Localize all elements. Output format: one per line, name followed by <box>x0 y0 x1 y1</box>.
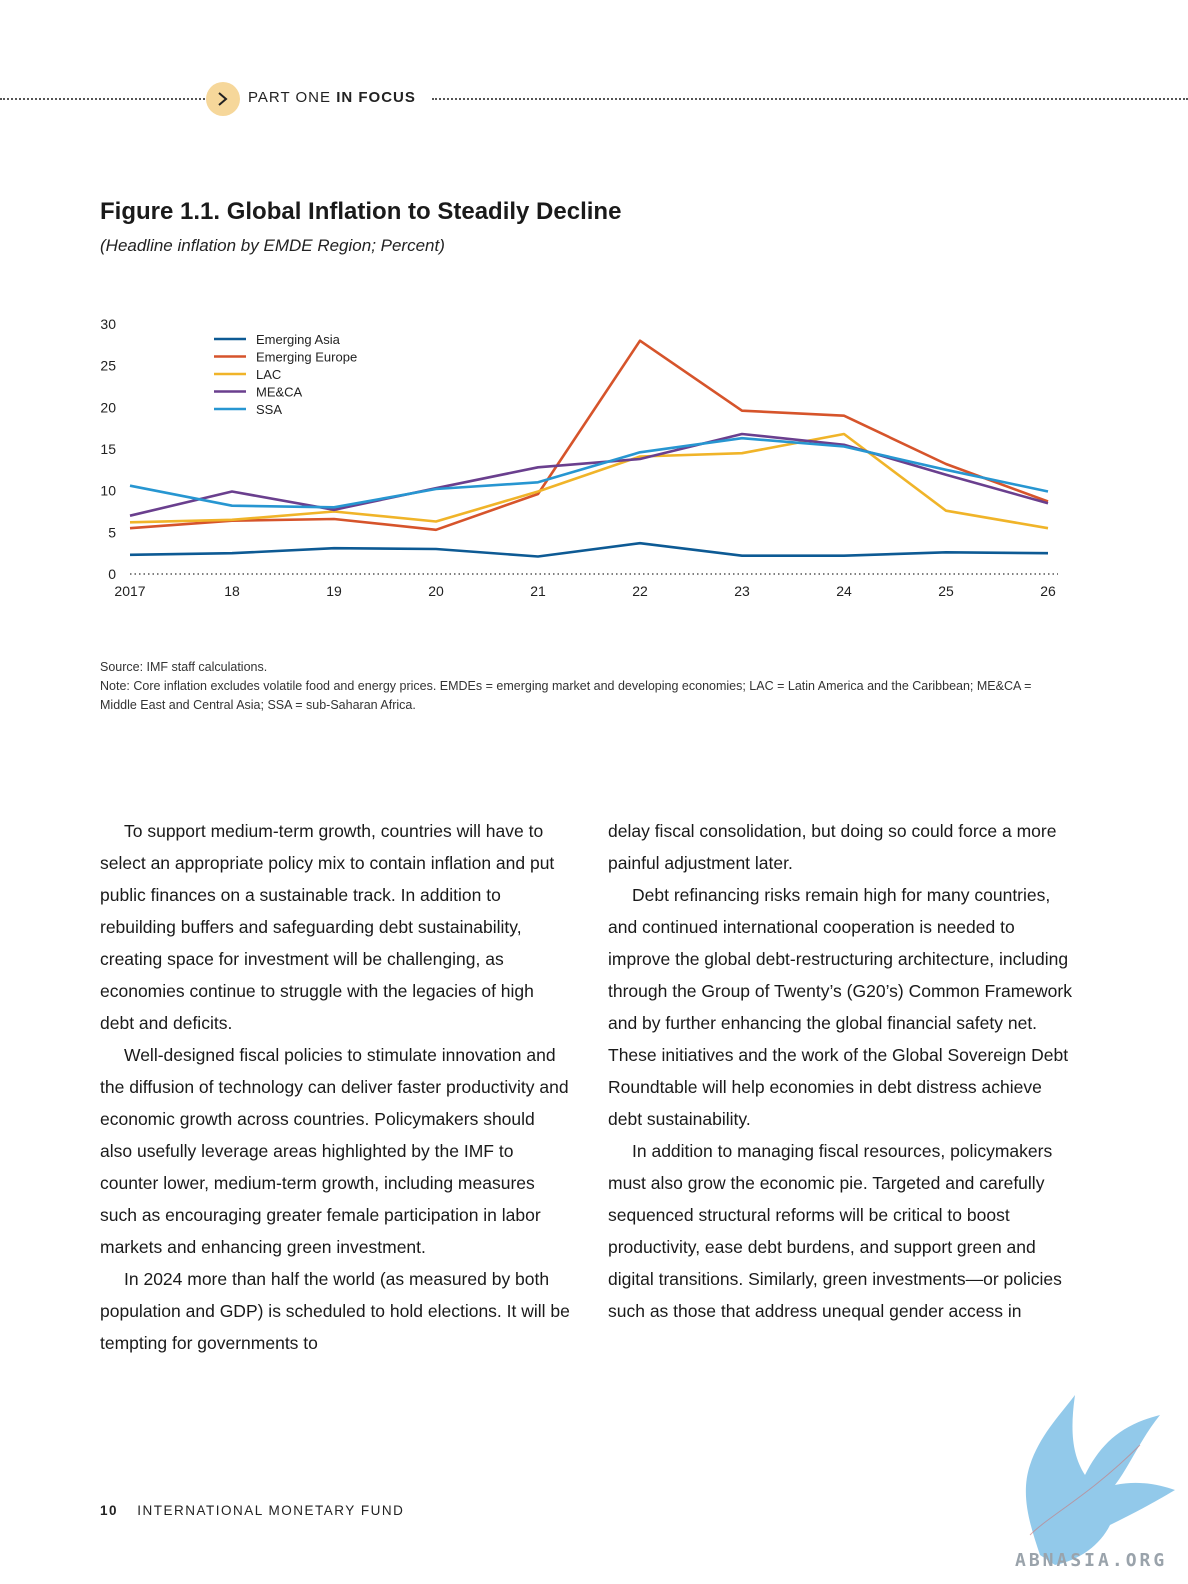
paragraph: In 2024 more than half the world (as mea… <box>100 1269 570 1353</box>
paragraph: delay fiscal consolidation, but doing so… <box>608 821 1057 873</box>
y-tick-label: 20 <box>100 399 116 415</box>
publisher-name: INTERNATIONAL MONETARY FUND <box>137 1503 405 1518</box>
legend-label: Emerging Asia <box>256 332 341 347</box>
legend-label: LAC <box>256 367 281 382</box>
paragraph: Debt refinancing risks remain high for m… <box>608 885 1072 1129</box>
series-line-lac <box>129 432 1049 530</box>
page-number: 10 <box>100 1503 119 1518</box>
legend-label: Emerging Europe <box>256 350 357 365</box>
x-tick-label: 18 <box>224 583 240 599</box>
x-tick-label: 26 <box>1040 583 1056 599</box>
y-tick-label: 0 <box>108 566 116 582</box>
paragraph: Well-designed fiscal policies to stimula… <box>100 1045 569 1257</box>
series-line-emerging-asia <box>129 541 1049 558</box>
x-tick-label: 22 <box>632 583 648 599</box>
section-label-bold: IN FOCUS <box>336 89 416 106</box>
figure-subtitle: (Headline inflation by EMDE Region; Perc… <box>100 236 445 255</box>
y-tick-label: 5 <box>108 524 116 540</box>
figure-note: Note: Core inflation excludes volatile f… <box>100 679 1032 712</box>
header-rule-left <box>0 98 205 100</box>
griffin-watermark-logo <box>1025 1395 1175 1565</box>
x-tick-label: 19 <box>326 583 342 599</box>
y-tick-label: 10 <box>100 483 116 499</box>
body-column-left: To support medium-term growth, countries… <box>100 815 570 1359</box>
section-arrow-icon <box>206 82 240 116</box>
figure-title: Figure 1.1. Global Inflation to Steadily… <box>100 198 622 225</box>
body-column-right: delay fiscal consolidation, but doing so… <box>608 815 1078 1327</box>
x-tick-label: 20 <box>428 583 444 599</box>
series-line-me-ca <box>129 432 1049 517</box>
section-label: PART ONE IN FOCUS <box>248 89 416 106</box>
x-tick-label: 2017 <box>114 583 145 599</box>
legend-label: SSA <box>256 402 282 417</box>
x-tick-label: 24 <box>836 583 852 599</box>
x-tick-label: 23 <box>734 583 750 599</box>
figure-notes: Source: IMF staff calculations. Note: Co… <box>100 658 1060 715</box>
header-rule-right <box>432 98 1188 100</box>
figure-source: Source: IMF staff calculations. <box>100 660 268 674</box>
page-footer: 10 INTERNATIONAL MONETARY FUND <box>100 1503 404 1518</box>
legend-label: ME&CA <box>256 385 303 400</box>
series-line-emerging-europe <box>129 339 1049 532</box>
section-label-part: PART ONE <box>248 89 332 106</box>
series-line-ssa <box>129 436 1049 509</box>
y-tick-label: 15 <box>100 441 116 457</box>
paragraph: To support medium-term growth, countries… <box>100 821 555 1033</box>
paragraph: In addition to managing fiscal resources… <box>608 1141 1062 1321</box>
watermark-text: ABNASIA.ORG <box>1015 1550 1168 1571</box>
inflation-line-chart: 0 5 10 15 20 25 30 2017 18 19 20 21 22 23 24 25 26 Emergi… <box>100 316 1058 599</box>
y-tick-label: 25 <box>100 358 116 374</box>
x-tick-label: 21 <box>530 583 546 599</box>
x-tick-label: 25 <box>938 583 954 599</box>
y-tick-label: 30 <box>100 316 116 332</box>
